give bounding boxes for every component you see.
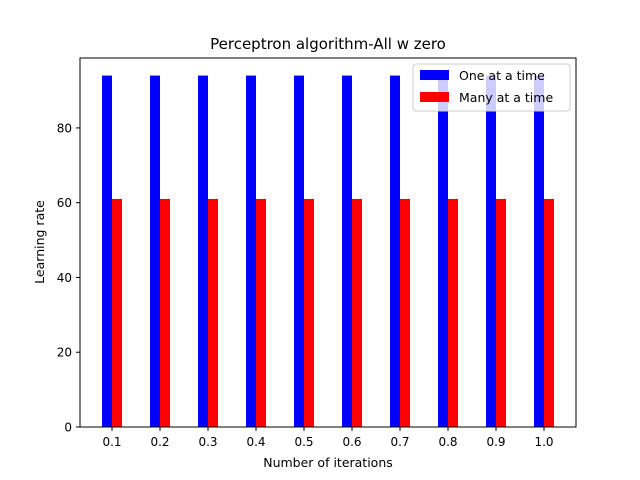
legend-label-many-at-a-time: Many at a time [459,90,553,105]
legend-swatch-one-at-a-time [420,70,449,80]
plot-frame [79,57,577,428]
x-tick-label: 0.9 [486,435,505,449]
x-tick-label: 0.1 [102,435,121,449]
y-tick-label: 20 [57,346,72,360]
bar-many-at-a-time-3 [208,198,218,427]
bar-one-at-a-time-6 [342,75,352,428]
bar-many-at-a-time-6 [352,198,362,427]
bar-many-at-a-time-10 [544,198,554,427]
chart-title: Perceptron algorithm-All w zero [210,35,446,53]
bar-one-at-a-time-5 [294,75,304,428]
bar-one-at-a-time-1 [102,75,112,428]
bar-one-at-a-time-9 [486,75,496,428]
bar-many-at-a-time-5 [304,198,314,427]
y-tick-label: 40 [57,271,72,285]
x-tick-label: 0.3 [198,435,217,449]
y-axis-label: Learning rate [32,200,47,284]
bar-one-at-a-time-4 [246,75,256,428]
x-ticks-group: 0.1 0.2 0.3 0.4 0.5 0.6 0.7 0.8 0.9 1.0 [102,427,554,449]
bar-one-at-a-time-7 [390,75,400,428]
x-tick-label: 0.7 [390,435,409,449]
x-tick-label: 0.2 [150,435,169,449]
x-tick-label: 0.5 [294,435,313,449]
bar-one-at-a-time-2 [150,75,160,428]
legend: One at a time Many at a time [412,63,571,112]
x-tick-label: 1.0 [534,435,553,449]
bar-many-at-a-time-7 [400,198,410,427]
x-tick-label: 0.4 [246,435,265,449]
x-tick-label: 0.8 [438,435,457,449]
legend-swatch-many-at-a-time [420,92,449,102]
bar-one-at-a-time-3 [198,75,208,428]
x-tick-label: 0.6 [342,435,361,449]
legend-box [412,63,571,112]
y-ticks-group: 0 20 40 60 80 [57,121,80,435]
bar-many-at-a-time-8 [448,198,458,427]
x-axis-label: Number of iterations [263,455,393,470]
bar-many-at-a-time-1 [112,198,122,427]
y-tick-label: 60 [57,196,72,210]
bar-one-at-a-time-10 [534,75,544,428]
bar-one-at-a-time-8 [438,75,448,428]
y-tick-label: 80 [57,121,72,135]
bar-many-at-a-time-9 [496,198,506,427]
bar-many-at-a-time-4 [256,198,266,427]
legend-label-one-at-a-time: One at a time [459,68,545,83]
y-tick-label: 0 [64,421,72,435]
bars-group [102,75,554,428]
bar-many-at-a-time-2 [160,198,170,427]
